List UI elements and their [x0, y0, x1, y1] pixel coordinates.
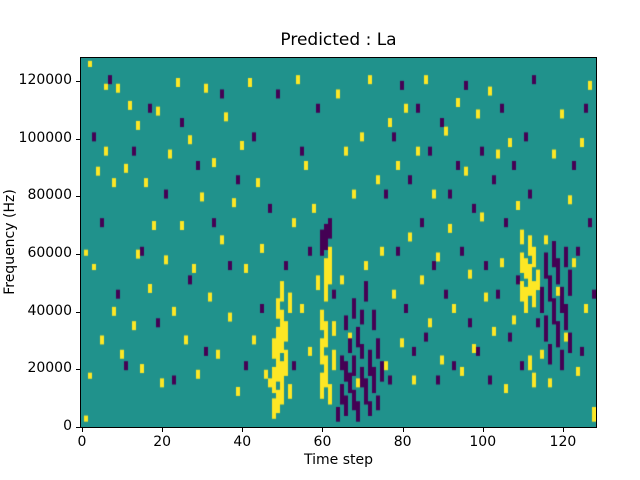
x-tick-label: 80	[393, 434, 412, 450]
y-tick-label: 60000	[27, 245, 72, 261]
heatmap-canvas	[81, 58, 596, 427]
y-tick-mark	[76, 254, 80, 255]
x-tick-mark	[322, 428, 324, 432]
x-tick-label: 100	[469, 434, 497, 450]
y-tick-label: 20000	[27, 360, 72, 377]
y-tick-label: 0	[63, 417, 72, 434]
plot-area	[80, 57, 597, 428]
y-tick-label: 40000	[27, 302, 72, 319]
y-tick-mark	[76, 81, 80, 83]
x-tick-label: 60	[313, 434, 332, 450]
x-tick-label: 40	[233, 434, 252, 450]
x-tick-mark	[82, 428, 83, 432]
x-axis-label: Time step	[304, 452, 373, 468]
y-tick-mark	[76, 369, 80, 371]
y-tick-label: 100000	[18, 129, 72, 146]
plot-title: Predicted : La	[280, 30, 397, 50]
y-tick-mark	[76, 196, 80, 198]
y-tick-mark	[76, 138, 80, 140]
x-tick-mark	[562, 428, 564, 432]
x-tick-mark	[162, 428, 164, 432]
x-tick-mark	[402, 428, 404, 432]
x-tick-mark	[242, 428, 244, 432]
x-tick-label: 120	[549, 434, 577, 450]
x-tick-label: 0	[77, 434, 87, 450]
y-tick-label: 120000	[18, 72, 72, 89]
y-axis-label: Frequency (Hz)	[2, 189, 18, 295]
y-tick-mark	[76, 311, 80, 313]
y-tick-mark	[76, 426, 80, 428]
x-tick-mark	[482, 428, 484, 432]
x-tick-label: 20	[153, 434, 172, 450]
y-tick-label: 80000	[27, 187, 72, 204]
